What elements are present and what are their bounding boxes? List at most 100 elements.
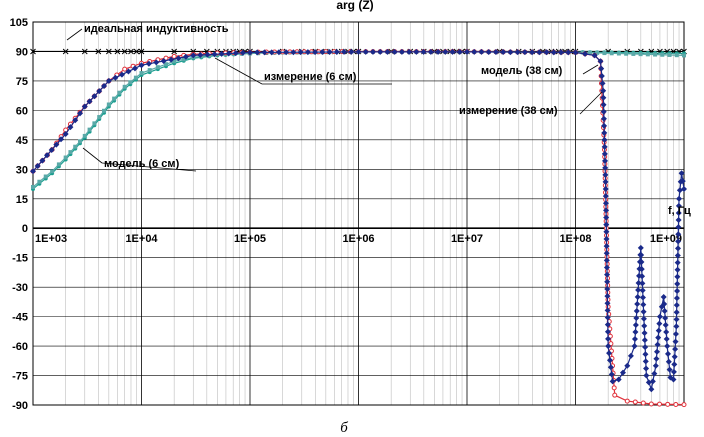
annotation-label: измерение (6 см) <box>264 71 357 83</box>
data-point <box>673 401 679 407</box>
data-point <box>654 348 661 355</box>
data-point <box>68 150 73 155</box>
data-point <box>638 52 643 57</box>
data-point <box>662 315 669 322</box>
data-point <box>635 279 642 286</box>
x-axis-label: f, Гц <box>668 205 691 217</box>
data-point <box>635 286 642 293</box>
data-point <box>442 48 449 55</box>
data-point <box>550 49 557 56</box>
data-point <box>604 328 611 335</box>
data-point <box>637 244 644 251</box>
annotation-label: измерение (38 см) <box>459 105 558 117</box>
data-point <box>682 53 686 58</box>
data-point <box>663 336 670 343</box>
data-point <box>676 187 683 194</box>
data-point <box>326 49 333 56</box>
series-layer <box>30 48 687 408</box>
annotation-leader <box>579 91 603 115</box>
data-point <box>634 300 641 307</box>
data-point <box>420 48 427 55</box>
data-point <box>604 314 611 321</box>
data-point <box>125 68 132 75</box>
x-tick-label: 1E+08 <box>559 233 591 245</box>
data-point <box>31 184 35 189</box>
data-point <box>190 52 197 59</box>
data-point <box>639 280 646 287</box>
data-point <box>671 353 678 360</box>
data-point <box>239 49 246 56</box>
data-point <box>114 48 121 55</box>
data-point <box>53 141 60 148</box>
data-point <box>651 370 658 377</box>
data-point <box>171 53 177 59</box>
annotation-leader <box>66 28 83 41</box>
figure-caption: б <box>340 420 348 436</box>
data-point <box>603 235 610 242</box>
data-point <box>106 102 111 107</box>
data-point <box>662 322 669 329</box>
data-point <box>225 50 232 57</box>
data-point <box>672 338 679 345</box>
data-point <box>247 49 253 56</box>
data-point <box>633 315 640 322</box>
data-point <box>464 48 470 55</box>
data-point <box>384 48 391 55</box>
data-point <box>95 48 102 55</box>
data-point <box>608 341 614 347</box>
data-point <box>627 352 634 359</box>
data-point <box>639 294 646 301</box>
data-point <box>471 48 478 55</box>
data-point <box>673 316 680 323</box>
data-point <box>675 238 682 245</box>
data-point <box>615 376 622 383</box>
data-point <box>81 48 88 55</box>
x-tick-label: 1E+09 <box>650 233 682 245</box>
x-tick-labels: 1E+03 1E+04 1E+05 1E+06 1E+07 1E+08 1E+09 <box>35 233 682 245</box>
x-tick-label: 1E+03 <box>35 233 67 245</box>
data-point <box>665 401 671 407</box>
data-point <box>602 157 609 164</box>
y-tick-label: -90 <box>12 400 28 412</box>
data-point <box>675 224 682 231</box>
data-point <box>603 228 610 235</box>
data-point <box>604 300 611 307</box>
y-tick-label: -75 <box>12 371 28 383</box>
data-point <box>312 49 319 56</box>
data-point <box>67 124 74 131</box>
data-point <box>638 251 645 258</box>
plot-frame <box>32 21 685 406</box>
data-point <box>131 65 138 72</box>
annotations: идеальная индуктивность измерение (6 см) м… <box>66 23 603 172</box>
data-point <box>427 48 434 55</box>
data-point <box>608 371 615 378</box>
data-point <box>290 49 297 56</box>
x-tick-label: 1E+05 <box>234 233 266 245</box>
data-point <box>643 365 650 372</box>
data-point <box>348 48 355 55</box>
data-point <box>122 84 127 89</box>
chart-title: arg (Z) <box>336 0 373 12</box>
data-point <box>601 150 608 157</box>
data-point <box>632 329 639 336</box>
data-point <box>631 51 636 56</box>
data-point <box>674 245 681 252</box>
x-tick-label: 1E+06 <box>342 233 374 245</box>
data-point <box>122 66 128 72</box>
data-point <box>175 55 182 62</box>
data-point <box>172 59 177 64</box>
data-point <box>633 308 640 315</box>
annotation-leader <box>582 64 599 75</box>
y-tick-label: 45 <box>16 135 28 147</box>
data-point <box>362 48 369 55</box>
data-point <box>631 336 638 343</box>
data-point <box>565 49 572 56</box>
data-point <box>602 51 607 56</box>
data-point <box>485 48 492 55</box>
data-point <box>133 75 138 80</box>
data-point <box>660 52 665 57</box>
data-point <box>603 221 610 228</box>
data-point <box>604 307 611 314</box>
